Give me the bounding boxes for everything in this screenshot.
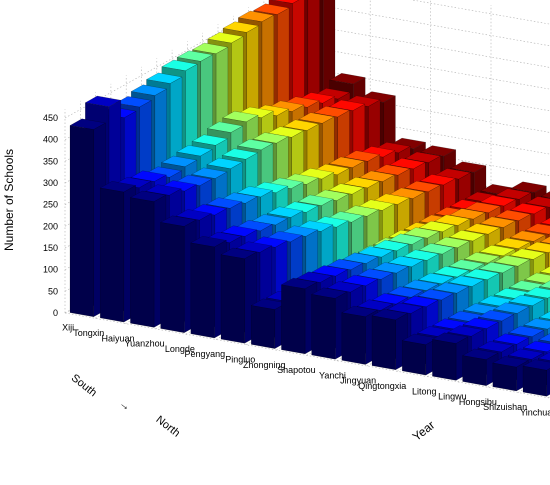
county-tick-label: Pengyang [185, 349, 226, 359]
bar-top [538, 333, 550, 342]
bar-top [537, 351, 550, 361]
county-tick-label: Xiji [62, 323, 74, 333]
county-tick-label: Jingyuan [340, 376, 376, 386]
y-axis-title-arrow: → [117, 398, 133, 414]
county-tick-label: Yuanzhou [125, 339, 165, 349]
axis-labels: 0 50 100 150 200 250 300 350 400 450 XijiTongxinHa… [43, 113, 550, 417]
bar-face-side [432, 339, 457, 381]
county-tick-label: Qingtongxia [358, 381, 406, 391]
bar-face-side [371, 315, 396, 371]
bar-top [538, 311, 550, 320]
bar-face-side [462, 355, 487, 386]
bar-jingyuan-2000 [371, 309, 409, 371]
z-axis-title: Number of Schools [2, 149, 16, 251]
bar-top [539, 266, 550, 274]
bar-pengyang-2000 [220, 247, 258, 344]
z-tick-label: 300 [43, 178, 58, 188]
bar-top [539, 236, 550, 244]
bar-xiji-2000 [69, 118, 107, 318]
county-tick-label: Pingluo [225, 354, 255, 364]
y-axis-title-north: North [154, 414, 183, 440]
bar-face-side [281, 284, 306, 355]
z-tick-label: 0 [53, 308, 58, 318]
bar-face-side [311, 294, 336, 360]
bar-top [540, 217, 550, 225]
county-tick-label: Hongsibu [459, 397, 497, 407]
county-tick-label: Lingwu [438, 392, 467, 402]
z-tick-label: 50 [48, 286, 58, 296]
bar-face-side [130, 197, 155, 328]
bar-top [538, 280, 550, 289]
bar-qingtongxia-2000 [401, 333, 439, 376]
bar-face-side [69, 125, 94, 318]
bar-face-side [522, 365, 547, 397]
z-tick-label: 150 [43, 243, 58, 253]
bar-shapotou-2000 [311, 287, 348, 360]
bar-face-side [402, 340, 426, 376]
z-tick-label: 450 [43, 113, 58, 123]
county-tick-label: Litong [412, 386, 437, 396]
bar-face-side [220, 254, 245, 344]
bar-face-side [251, 305, 275, 349]
bar-face-side [492, 362, 517, 392]
z-tick-label: 400 [43, 135, 58, 145]
bar-top [540, 191, 550, 199]
county-tick-label: Shizuishan [483, 402, 527, 412]
bars [69, 0, 550, 397]
county-tick-label: Zhongning [243, 360, 286, 370]
z-tick-label: 100 [43, 265, 58, 275]
bar-shizuishan-2000 [522, 359, 550, 397]
bar-face-side [160, 222, 185, 333]
county-tick-label: Haiyuan [101, 333, 134, 343]
grid-line-floor [64, 312, 550, 399]
bar-face-side [341, 312, 366, 365]
bar-face-side [190, 242, 215, 339]
z-tick-label: 200 [43, 221, 58, 231]
county-tick-label: Yanchi [319, 370, 346, 380]
bar-face-side [100, 187, 124, 323]
county-tick-label: Yinchuan [520, 407, 550, 417]
x-axis-title: Year [410, 418, 438, 444]
county-tick-label: Tongxin [73, 328, 104, 338]
bar-lingwu-2000 [462, 348, 499, 386]
county-tick-label: Shapotou [277, 365, 316, 375]
z-tick-label: 250 [43, 200, 58, 210]
z-tick-label: 350 [43, 156, 58, 166]
y-axis-title-south: South [69, 372, 99, 399]
county-tick-label: Longde [165, 344, 195, 354]
